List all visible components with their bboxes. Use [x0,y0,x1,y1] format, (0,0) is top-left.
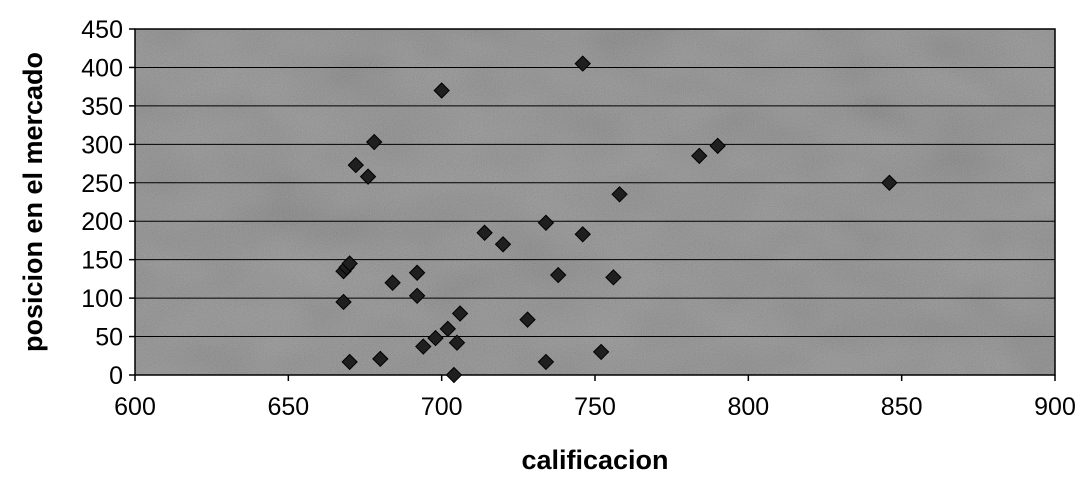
data-point [335,293,352,311]
grid-lines [135,66,1055,338]
data-point [574,55,591,72]
x-tick-label-600: 600 [114,393,156,421]
x-axis-title: calificacion [521,445,668,475]
data-point [445,366,463,384]
data-point [519,311,536,328]
data-point [384,274,401,291]
data-point [691,147,708,165]
data-point [408,264,426,281]
data-point [451,305,469,322]
data-point [365,133,383,151]
y-tick-label-100: 100 [81,285,123,313]
x-tick-label-700: 700 [421,393,463,421]
data-point [537,214,555,231]
data-point [574,226,591,243]
data-point [448,334,466,351]
data-point [439,320,457,338]
data-point [605,269,622,286]
data-point [408,287,426,305]
data-point [709,137,726,155]
y-tick-label-0: 0 [109,362,123,390]
data-point [359,168,377,185]
y-axis-ticks: 0 50 100 150 200 250 300 350 400 450 [81,16,135,390]
x-tick-label-800: 800 [727,393,769,421]
data-point [427,329,444,347]
data-point [537,353,555,371]
x-tick-label-850: 850 [881,393,923,421]
data-point [476,224,493,241]
data-points [335,55,898,384]
data-point [415,338,432,355]
x-tick-label-900: 900 [1034,393,1076,421]
y-tick-label-250: 250 [81,170,123,198]
data-point [611,186,628,203]
data-point [372,350,389,368]
y-tick-label-150: 150 [81,247,123,275]
y-axis-title: posicion en el mercado [18,52,48,352]
x-tick-label-650: 650 [267,393,309,421]
x-tick-label-750: 750 [574,393,616,421]
y-tick-label-450: 450 [81,16,123,44]
y-tick-label-200: 200 [81,208,123,236]
data-point [494,236,512,253]
x-axis-ticks: 600 650 700 750 800 850 900 [114,375,1076,421]
data-point [549,266,567,284]
data-point [347,156,365,174]
data-point [433,82,450,99]
data-point [881,174,898,191]
y-tick-label-400: 400 [81,54,123,82]
y-tick-label-350: 350 [81,93,123,121]
y-tick-label-300: 300 [81,131,123,159]
data-point [592,343,610,361]
data-point [341,255,358,272]
y-tick-label-50: 50 [95,324,123,352]
plot-area [135,29,1055,375]
data-point [341,353,358,371]
